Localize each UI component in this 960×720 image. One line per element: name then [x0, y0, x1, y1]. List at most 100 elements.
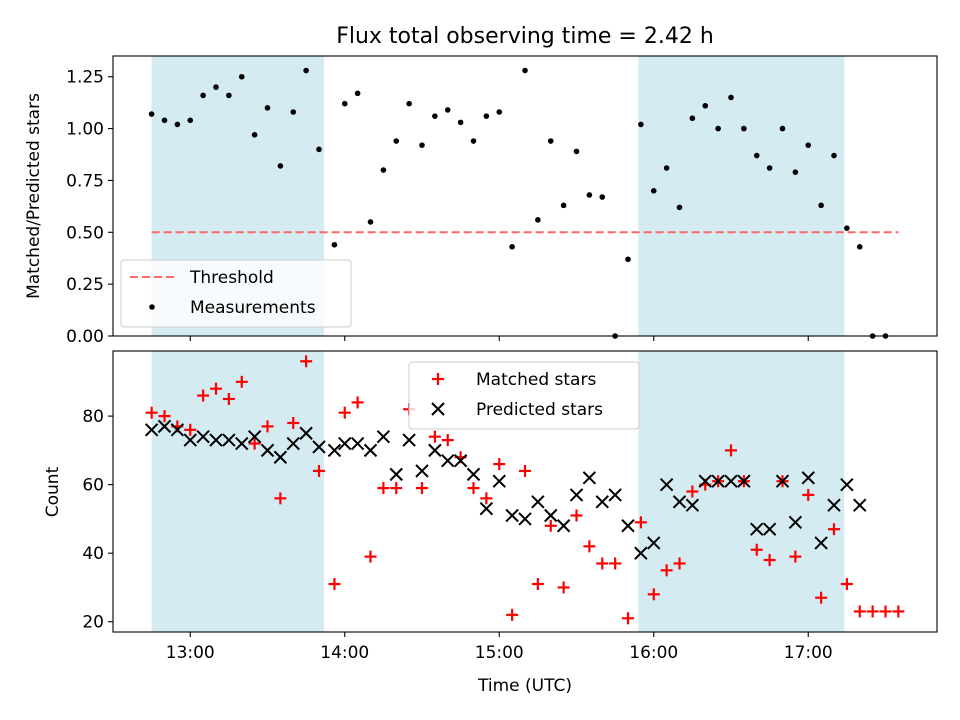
shaded-interval: [638, 56, 845, 336]
measurement-point: [728, 94, 734, 101]
predicted-star-point: [286, 436, 300, 451]
predicted-star-point: [750, 522, 764, 536]
measurement-point: [766, 165, 773, 171]
predicted-star-point: [762, 522, 777, 536]
measurement-point: [444, 107, 451, 113]
measurement-point: [560, 202, 567, 209]
measurement-point: [277, 163, 284, 169]
predicted-star-point: [235, 436, 249, 451]
matched-star-point: [428, 430, 441, 443]
predicted-star-point: [350, 436, 365, 451]
y-tick-label: 1.25: [66, 68, 104, 88]
measurement-point: [663, 165, 670, 171]
y-tick-label: 20: [82, 613, 104, 633]
y-tick-label: 80: [82, 407, 104, 427]
matched-star-point: [840, 578, 853, 591]
y-tick-label: 40: [82, 544, 104, 564]
matched-star-point: [853, 605, 866, 618]
measurement-point: [303, 67, 309, 74]
matched-star-point: [725, 444, 737, 457]
predicted-star-point: [479, 501, 494, 516]
measurement-point: [331, 241, 338, 248]
predicted-star-point: [273, 450, 288, 464]
matched-star-point: [261, 420, 274, 433]
shaded-interval: [638, 351, 845, 632]
measurement-point: [457, 119, 464, 126]
measurement-point: [702, 102, 709, 109]
top-x-ticks: [189, 336, 809, 341]
predicted-star-point: [582, 471, 597, 485]
matched-star-point: [235, 375, 248, 388]
matched-star-point: [673, 557, 686, 570]
predicted-star-point: [428, 443, 442, 458]
matched-star-point: [519, 464, 531, 477]
matched-star-point: [622, 612, 634, 625]
matched-star-point: [583, 540, 596, 553]
measurement-point: [290, 109, 297, 115]
matched-star-point: [145, 406, 158, 419]
matched-star-point: [789, 550, 802, 563]
predicted-star-point: [569, 488, 584, 502]
top-shaded-regions: [151, 56, 845, 336]
measurement-point: [856, 244, 863, 250]
x-tick-label: 17:00: [784, 643, 833, 663]
matched-star-point: [480, 492, 493, 505]
bottom-legend: Matched stars Predicted stars: [408, 361, 640, 430]
measurement-point: [805, 142, 812, 148]
y-tick-label: 1.00: [66, 120, 104, 140]
predicted-star-point: [518, 512, 532, 526]
matched-star-point: [364, 550, 377, 563]
measurement-point: [200, 92, 206, 99]
y-tick-label: 60: [82, 476, 104, 496]
matched-star-point: [248, 437, 261, 450]
matched-star-point: [184, 423, 197, 436]
predicted-star-point: [840, 477, 854, 492]
predicted-star-point: [144, 423, 159, 437]
matched-star-point: [686, 485, 699, 498]
matched-star-point: [750, 543, 763, 556]
measurement-point: [226, 92, 232, 99]
measurement-point: [419, 142, 425, 148]
predicted-star-point: [685, 498, 700, 512]
measurement-point: [432, 113, 438, 119]
matched-star-point: [866, 605, 879, 618]
predicted-star-point: [634, 546, 648, 560]
matched-star-point: [647, 588, 660, 601]
shaded-interval: [151, 351, 325, 632]
predicted-star-point: [402, 433, 416, 447]
matched-star-point: [351, 396, 364, 409]
measurement-point: [174, 121, 181, 128]
predicted-star-point: [827, 498, 841, 512]
y-tick-label: 0.25: [66, 275, 104, 295]
bottom-panel: 20 40 60 80 13:00 14:00 15:00 16:00 17:00 Count…: [43, 350, 938, 696]
matched-star-point: [544, 519, 557, 532]
measurement-point: [741, 125, 747, 132]
predicted-star-point: [312, 440, 326, 454]
measurement-point: [818, 202, 824, 209]
predicted-star-point: [247, 429, 262, 444]
legend-measurements-swatch: [149, 304, 155, 310]
measurement-point: [238, 73, 245, 80]
measurement-point: [406, 100, 412, 107]
x-axis-label: Time (UTC): [477, 676, 572, 696]
matched-star-point: [197, 389, 210, 402]
measurement-point: [251, 132, 258, 138]
matched-star-point: [802, 488, 815, 501]
legend-predicted-swatch: [431, 402, 445, 416]
y-tick-label: 0.75: [66, 171, 104, 191]
predicted-star-point: [299, 426, 313, 440]
predicted-star-point: [338, 436, 352, 451]
predicted-star-point: [698, 474, 712, 488]
bottom-plot-frame: [112, 350, 938, 633]
measurement-point: [535, 217, 541, 223]
predicted-star-point: [222, 433, 236, 447]
matched-star-point: [274, 492, 287, 505]
measurement-point: [715, 125, 721, 132]
bottom-y-axis-label: Count: [43, 466, 63, 517]
legend-matched-swatch: [432, 373, 444, 385]
measurement-point: [496, 109, 503, 115]
bottom-y-ticks: 20 40 60 80: [82, 407, 113, 633]
predicted-star-point: [737, 474, 751, 488]
predicted-star-point: [556, 519, 571, 533]
measurement-point: [625, 256, 631, 263]
